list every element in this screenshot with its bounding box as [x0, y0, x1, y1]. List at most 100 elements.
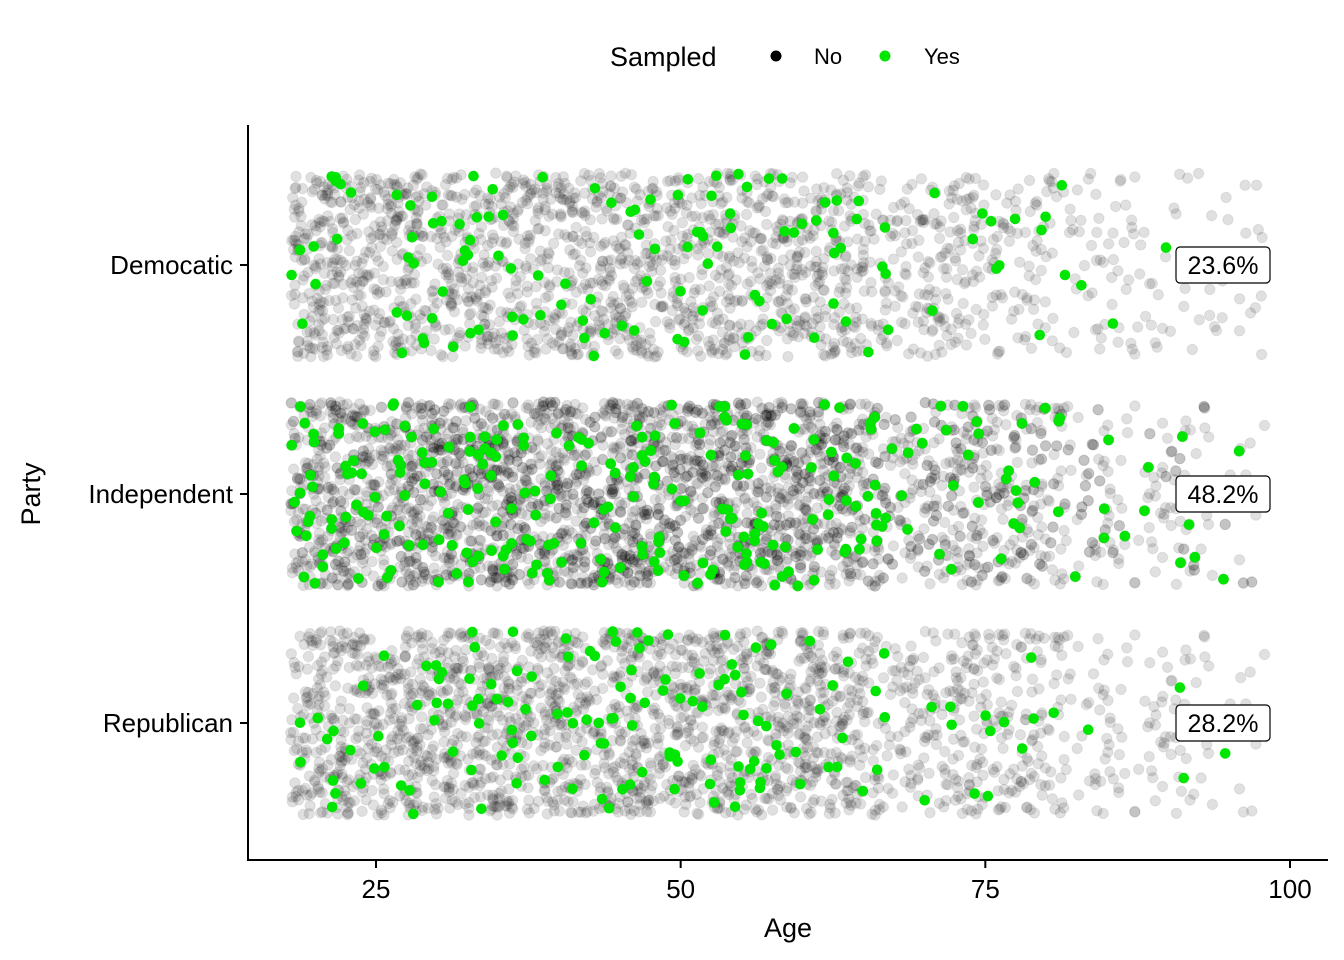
point-not-sampled	[849, 321, 861, 334]
point-not-sampled	[363, 305, 376, 317]
point-not-sampled	[1090, 188, 1102, 201]
point-not-sampled	[288, 515, 300, 528]
point-not-sampled	[744, 225, 756, 237]
point-not-sampled	[343, 432, 355, 445]
point-not-sampled	[941, 242, 954, 255]
point-not-sampled	[1109, 200, 1122, 213]
point-not-sampled	[697, 502, 710, 515]
point-not-sampled	[313, 253, 325, 265]
point-not-sampled	[644, 255, 657, 268]
point-not-sampled	[358, 193, 370, 206]
point-not-sampled	[446, 230, 458, 243]
point-not-sampled	[1132, 321, 1144, 333]
point-not-sampled	[353, 431, 365, 443]
point-not-sampled	[490, 167, 502, 179]
point-not-sampled	[944, 226, 956, 238]
point-not-sampled	[559, 229, 571, 241]
point-not-sampled	[1075, 214, 1087, 227]
point-not-sampled	[1233, 325, 1246, 337]
point-not-sampled	[636, 296, 648, 308]
point-not-sampled	[476, 271, 488, 284]
point-not-sampled	[310, 260, 322, 273]
point-not-sampled	[923, 283, 936, 296]
point-not-sampled	[603, 274, 616, 287]
point-not-sampled	[1170, 465, 1182, 477]
point-not-sampled	[991, 230, 1003, 243]
point-not-sampled	[357, 252, 370, 264]
point-not-sampled	[874, 183, 886, 196]
point-not-sampled	[351, 319, 363, 332]
point-not-sampled	[654, 264, 667, 276]
point-not-sampled	[851, 471, 863, 484]
point-not-sampled	[718, 337, 730, 349]
point-not-sampled	[323, 294, 335, 307]
point-not-sampled	[928, 208, 940, 220]
point-not-sampled	[481, 239, 494, 252]
point-not-sampled	[814, 296, 826, 308]
point-not-sampled	[1125, 214, 1138, 226]
point-not-sampled	[456, 276, 468, 288]
point-not-sampled	[310, 174, 323, 187]
point-not-sampled	[762, 188, 774, 200]
point-not-sampled	[674, 453, 687, 466]
point-not-sampled	[513, 233, 525, 245]
point-not-sampled	[1107, 253, 1120, 266]
point-not-sampled	[1032, 318, 1044, 330]
point-not-sampled	[730, 274, 742, 286]
point-not-sampled	[563, 182, 575, 195]
point-not-sampled	[400, 274, 413, 286]
point-not-sampled	[875, 175, 887, 187]
point-not-sampled	[539, 319, 551, 332]
point-not-sampled	[1035, 264, 1048, 277]
point-not-sampled	[724, 302, 736, 314]
point-not-sampled	[556, 343, 569, 355]
point-not-sampled	[903, 348, 915, 360]
point-not-sampled	[336, 313, 348, 326]
point-not-sampled	[772, 267, 785, 279]
point-not-sampled	[455, 272, 468, 284]
point-not-sampled	[766, 237, 779, 249]
point-not-sampled	[692, 345, 704, 357]
point-not-sampled	[1030, 245, 1042, 257]
point-not-sampled	[719, 349, 732, 361]
point-not-sampled	[694, 189, 706, 202]
point-not-sampled	[1047, 312, 1059, 324]
point-not-sampled	[755, 233, 767, 245]
point-not-sampled	[738, 252, 751, 264]
point-not-sampled	[692, 512, 705, 524]
point-not-sampled	[1179, 282, 1191, 295]
point-not-sampled	[355, 518, 367, 531]
point-not-sampled	[1156, 417, 1169, 429]
point-not-sampled	[502, 184, 514, 196]
point-not-sampled	[619, 238, 631, 251]
point-not-sampled	[594, 263, 607, 275]
point-not-sampled	[715, 264, 727, 276]
point-not-sampled	[333, 327, 345, 339]
point-not-sampled	[731, 294, 743, 306]
point-not-sampled	[1178, 300, 1190, 313]
point-not-sampled	[525, 187, 537, 199]
point-not-sampled	[316, 314, 328, 326]
point-not-sampled	[1202, 518, 1215, 531]
point-not-sampled	[296, 182, 309, 195]
point-not-sampled	[1216, 312, 1228, 324]
point-not-sampled	[913, 234, 925, 247]
point-not-sampled	[621, 219, 634, 231]
point-not-sampled	[1005, 313, 1018, 325]
point-not-sampled	[796, 234, 809, 246]
point-not-sampled	[565, 316, 577, 328]
point-not-sampled	[326, 196, 338, 209]
point-not-sampled	[1026, 444, 1039, 456]
point-not-sampled	[899, 267, 911, 280]
point-not-sampled	[835, 263, 848, 275]
point-not-sampled	[576, 206, 588, 219]
point-not-sampled	[482, 303, 494, 315]
point-not-sampled	[889, 414, 901, 426]
point-not-sampled	[495, 306, 507, 318]
point-not-sampled	[370, 350, 382, 363]
point-not-sampled	[1003, 235, 1016, 248]
point-not-sampled	[1094, 254, 1107, 266]
point-not-sampled	[652, 209, 664, 222]
point-not-sampled	[552, 177, 565, 190]
point-not-sampled	[1029, 197, 1041, 210]
